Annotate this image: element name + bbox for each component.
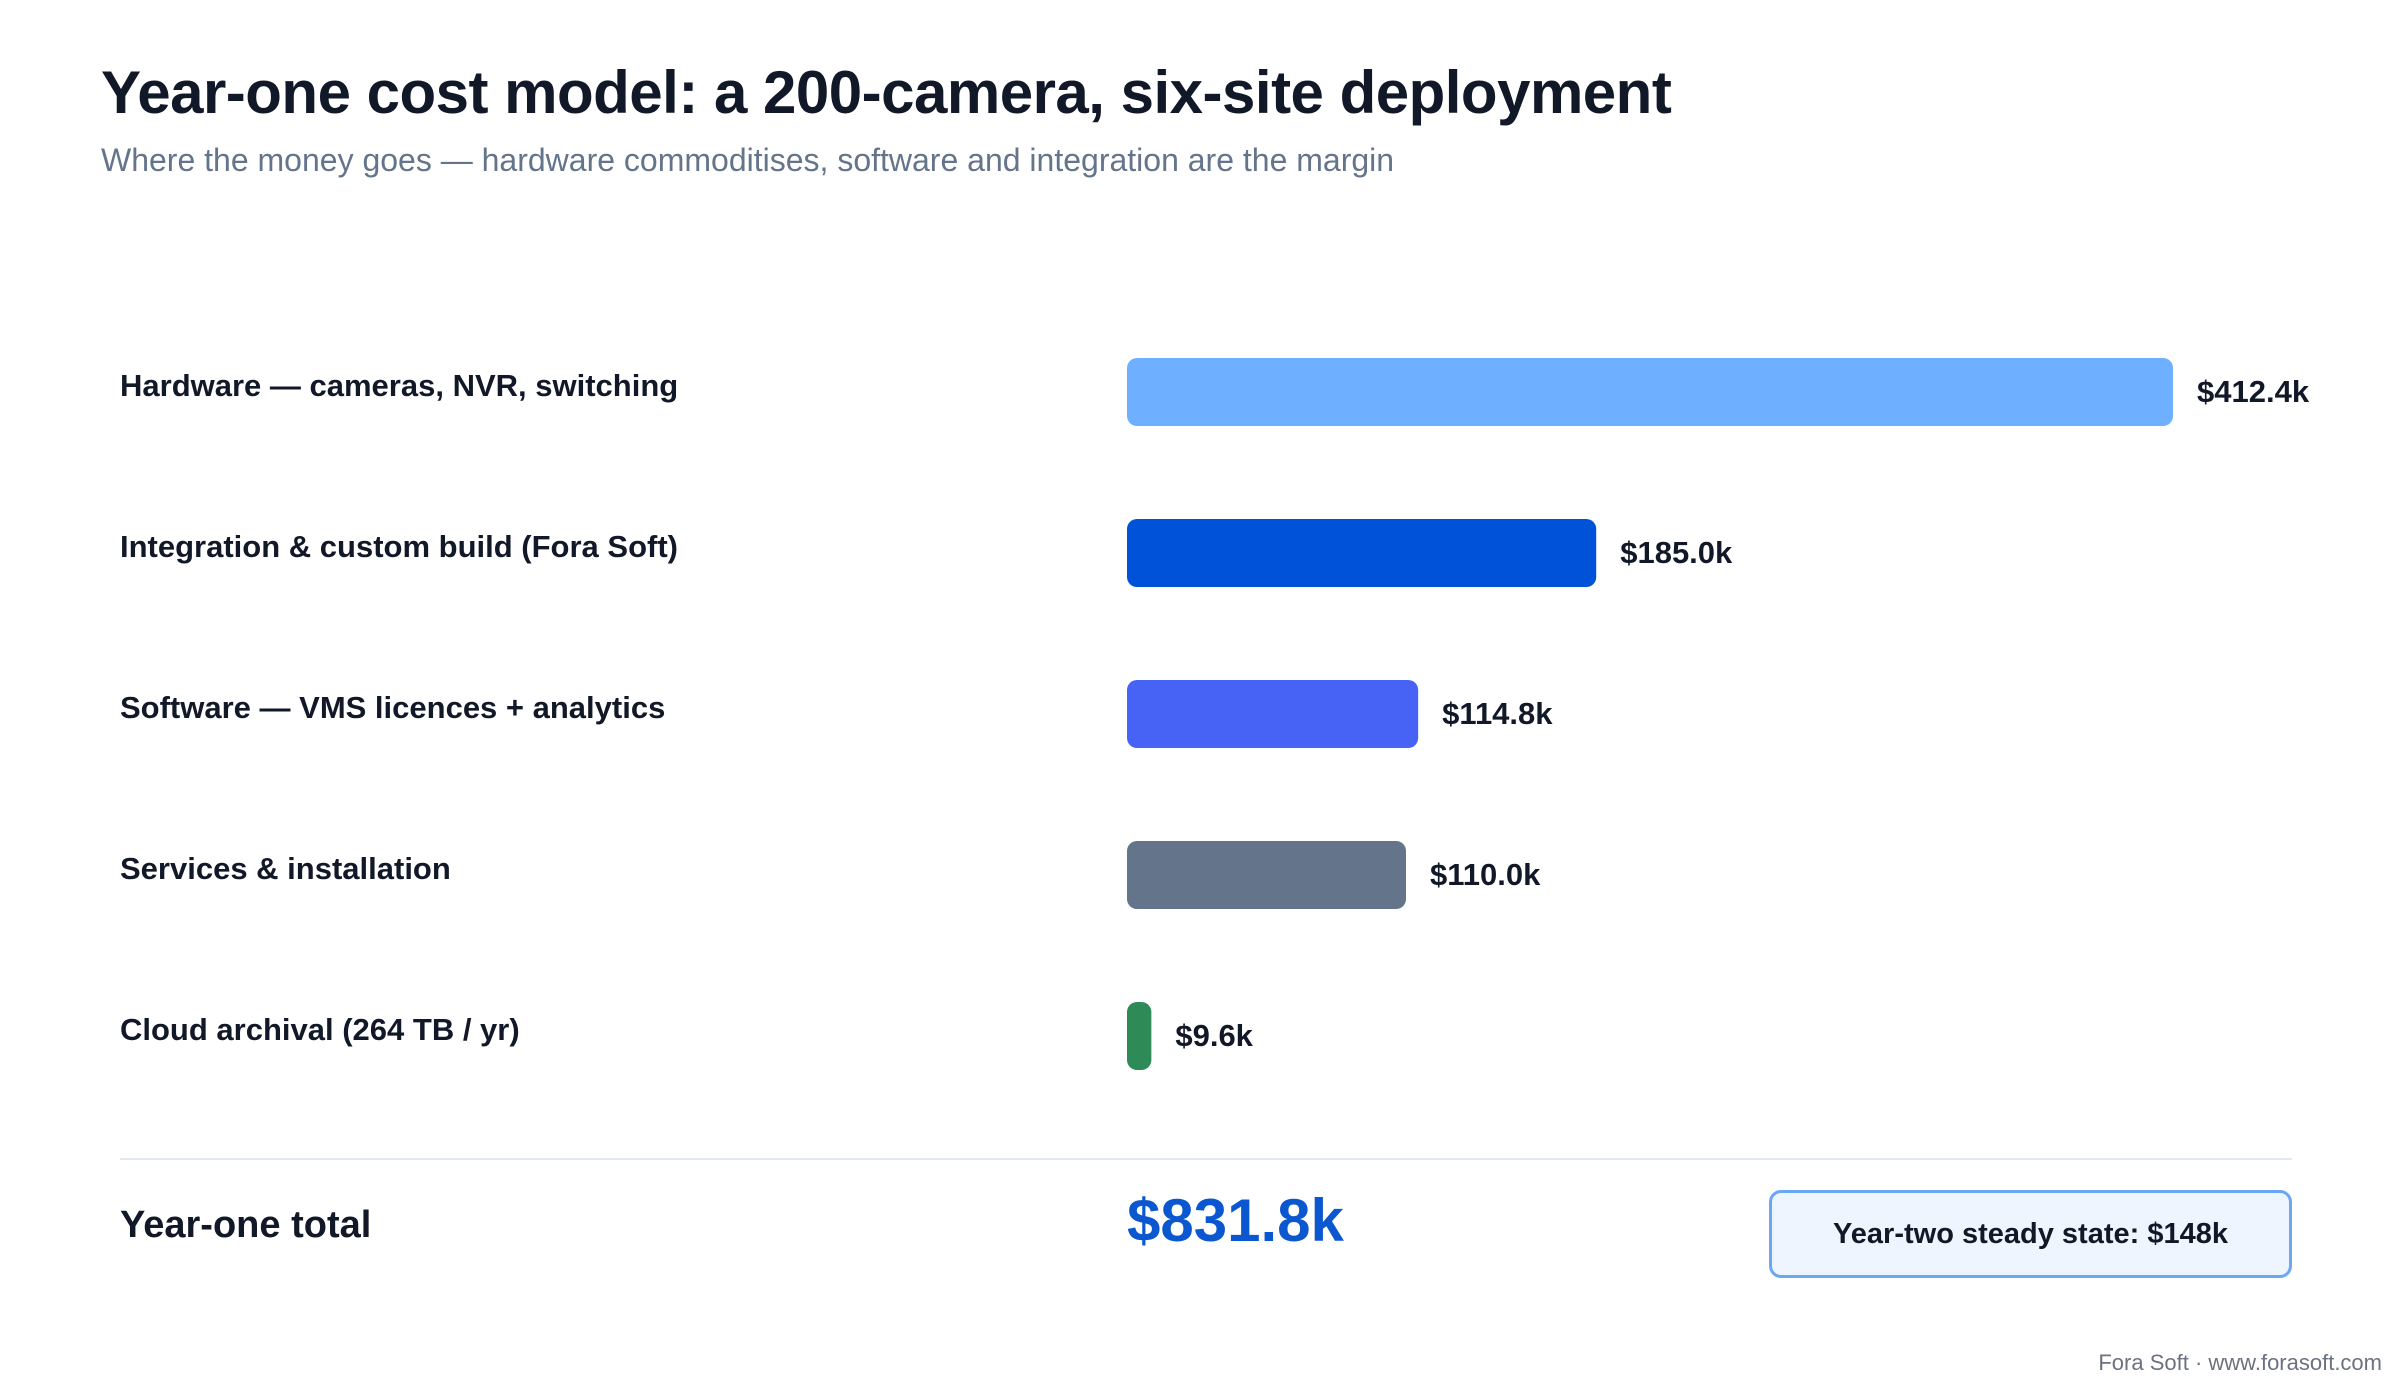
page-title: Year-one cost model: a 200-camera, six-s… xyxy=(101,59,1672,126)
category-label: Hardware — cameras, NVR, switching xyxy=(120,368,678,403)
footer-credit: Fora Soft · www.forasoft.com xyxy=(2098,1350,2382,1375)
category-label: Services & installation xyxy=(120,851,451,886)
category-label: Cloud archival (264 TB / yr) xyxy=(120,1012,520,1047)
cost-bar xyxy=(1127,519,1597,587)
value-label: $9.6k xyxy=(1175,1018,1253,1053)
total-value: $831.8k xyxy=(1127,1187,1344,1254)
steady-state-badge: Year-two steady state: $148k xyxy=(1769,1190,2292,1278)
steady-state-text: Year-two steady state: $148k xyxy=(1833,1217,2228,1250)
value-label: $412.4k xyxy=(2197,374,2310,409)
value-label: $114.8k xyxy=(1442,696,1553,731)
cost-bar xyxy=(1127,841,1407,909)
page-subtitle: Where the money goes — hardware commodit… xyxy=(101,142,1395,178)
category-label: Software — VMS licences + analytics xyxy=(120,690,665,725)
cost-bar xyxy=(1127,1002,1152,1070)
value-label: $185.0k xyxy=(1620,535,1733,570)
cost-bar xyxy=(1127,358,2173,426)
cost-bar xyxy=(1127,680,1419,748)
total-label: Year-one total xyxy=(120,1204,372,1246)
cost-bar-chart: Hardware — cameras, NVR, switching $412.4… xyxy=(120,358,2310,1070)
total-divider xyxy=(120,1158,2292,1160)
value-label: $110.0k xyxy=(1430,857,1541,892)
category-label: Integration & custom build (Fora Soft) xyxy=(120,529,678,564)
